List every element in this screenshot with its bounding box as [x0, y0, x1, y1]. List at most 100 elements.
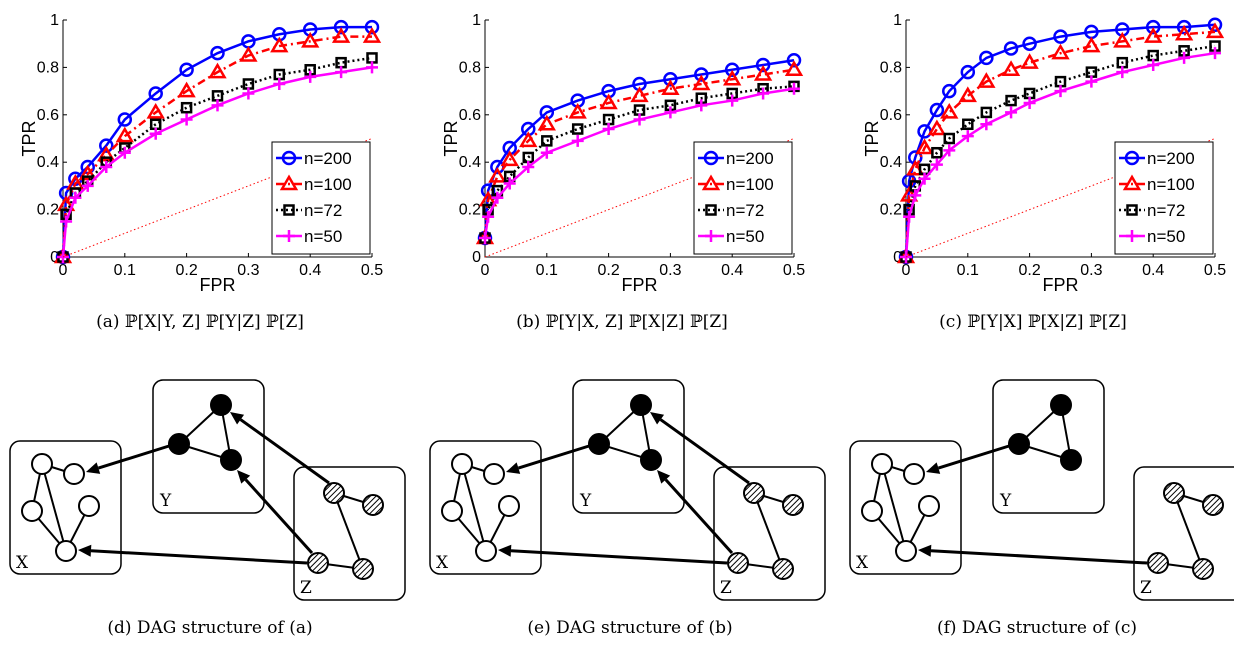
data-point — [962, 118, 974, 131]
data-point — [977, 72, 996, 88]
legend-marker — [1126, 204, 1138, 216]
y-node — [210, 394, 232, 416]
series-n=50 — [900, 47, 1221, 263]
data-point — [663, 72, 678, 87]
arrow-head — [918, 544, 932, 557]
z-box — [1133, 466, 1234, 601]
x-node — [63, 463, 85, 485]
z-node — [1192, 558, 1214, 580]
x-tick-label: 0.4 — [299, 262, 321, 279]
y-tick-label: 0.6 — [459, 107, 481, 124]
x-node — [441, 500, 463, 522]
data-point — [903, 210, 916, 223]
z-box-label: Z — [300, 578, 312, 598]
y-box — [572, 379, 685, 514]
data-point — [541, 135, 553, 147]
y-tick-label: 1 — [472, 12, 481, 29]
data-point — [630, 86, 649, 103]
z-node — [362, 494, 384, 516]
data-point — [1003, 41, 1019, 56]
data-point — [757, 87, 770, 100]
data-point — [100, 160, 113, 173]
arrow-shaft — [664, 478, 734, 555]
legend-marker — [705, 230, 717, 242]
legend-marker — [1124, 150, 1140, 166]
legend-label: n=100 — [1147, 175, 1195, 194]
y-tick-label: 1 — [893, 12, 902, 29]
y-tick-label: 0.8 — [880, 59, 902, 76]
y-node — [1050, 394, 1072, 416]
x-tick-label: 0.3 — [659, 262, 681, 279]
arrow-z-to-y — [230, 412, 330, 485]
data-point — [599, 93, 618, 110]
y-tick-label: 0.2 — [459, 202, 481, 219]
y-node — [640, 449, 662, 471]
arrow-head — [237, 470, 251, 484]
y-tick-label: 0.8 — [459, 59, 481, 76]
data-point — [1178, 51, 1191, 64]
arrow-shaft — [239, 418, 330, 485]
legend-marker — [1122, 174, 1142, 191]
legend-label: n=100 — [304, 175, 352, 194]
data-point — [304, 70, 317, 83]
legend-marker — [703, 150, 719, 166]
caption-e: (e) DAG structure of (b) — [527, 618, 733, 638]
chance-line — [62, 138, 373, 258]
x-tick-label: 0 — [59, 262, 68, 279]
data-point — [943, 144, 956, 157]
x-box-label: X — [856, 553, 869, 573]
data-point — [273, 77, 286, 90]
data-point — [1051, 43, 1070, 60]
data-point — [117, 112, 133, 127]
legend-marker — [283, 204, 295, 216]
x-node — [78, 495, 100, 517]
legend-marker — [281, 150, 297, 166]
y-box-label: Y — [579, 491, 592, 511]
data-point — [488, 166, 507, 183]
series-line — [904, 51, 1216, 258]
z-edge — [333, 492, 364, 570]
x-tick-label: 0.2 — [597, 262, 619, 279]
data-point — [915, 138, 934, 155]
data-point — [940, 102, 959, 119]
data-point — [633, 113, 646, 126]
x-tick-label: 0.1 — [114, 262, 136, 279]
x-box — [849, 440, 962, 575]
y-tick-label: 0.2 — [37, 202, 59, 219]
legend-label: n=72 — [1147, 201, 1185, 220]
y-tick-label: 1 — [50, 12, 59, 29]
arrow-shaft — [659, 418, 750, 485]
arrow-z-to-x — [78, 544, 308, 565]
data-point — [180, 113, 193, 126]
data-point — [724, 62, 740, 78]
series-n=50 — [479, 82, 800, 245]
data-point — [755, 57, 771, 73]
arrow-y-to-x — [86, 444, 170, 474]
y-box — [992, 379, 1105, 514]
data-point — [1209, 47, 1221, 60]
arrow-head — [506, 462, 521, 474]
data-point — [179, 62, 194, 78]
x-node — [498, 495, 520, 517]
x-tick-label: 0.1 — [536, 262, 558, 279]
series-line — [904, 23, 1216, 258]
data-point — [931, 146, 943, 159]
z-node — [1163, 482, 1185, 504]
arrow-y-to-x — [506, 444, 590, 474]
legend-label: n=200 — [304, 149, 352, 168]
arrow-shaft — [510, 549, 728, 565]
data-point — [930, 158, 943, 171]
data-point — [1005, 94, 1017, 107]
data-point — [503, 177, 516, 190]
arrow-head — [230, 412, 245, 425]
chance-line — [484, 138, 795, 258]
data-point — [537, 114, 556, 131]
arrow-head — [657, 470, 671, 484]
arrow-y-to-x — [926, 444, 1010, 474]
data-point — [1207, 17, 1223, 32]
data-point — [366, 61, 378, 74]
x-node — [483, 463, 505, 485]
data-point — [1005, 106, 1018, 119]
x-node — [475, 540, 497, 562]
y-box — [152, 379, 265, 514]
